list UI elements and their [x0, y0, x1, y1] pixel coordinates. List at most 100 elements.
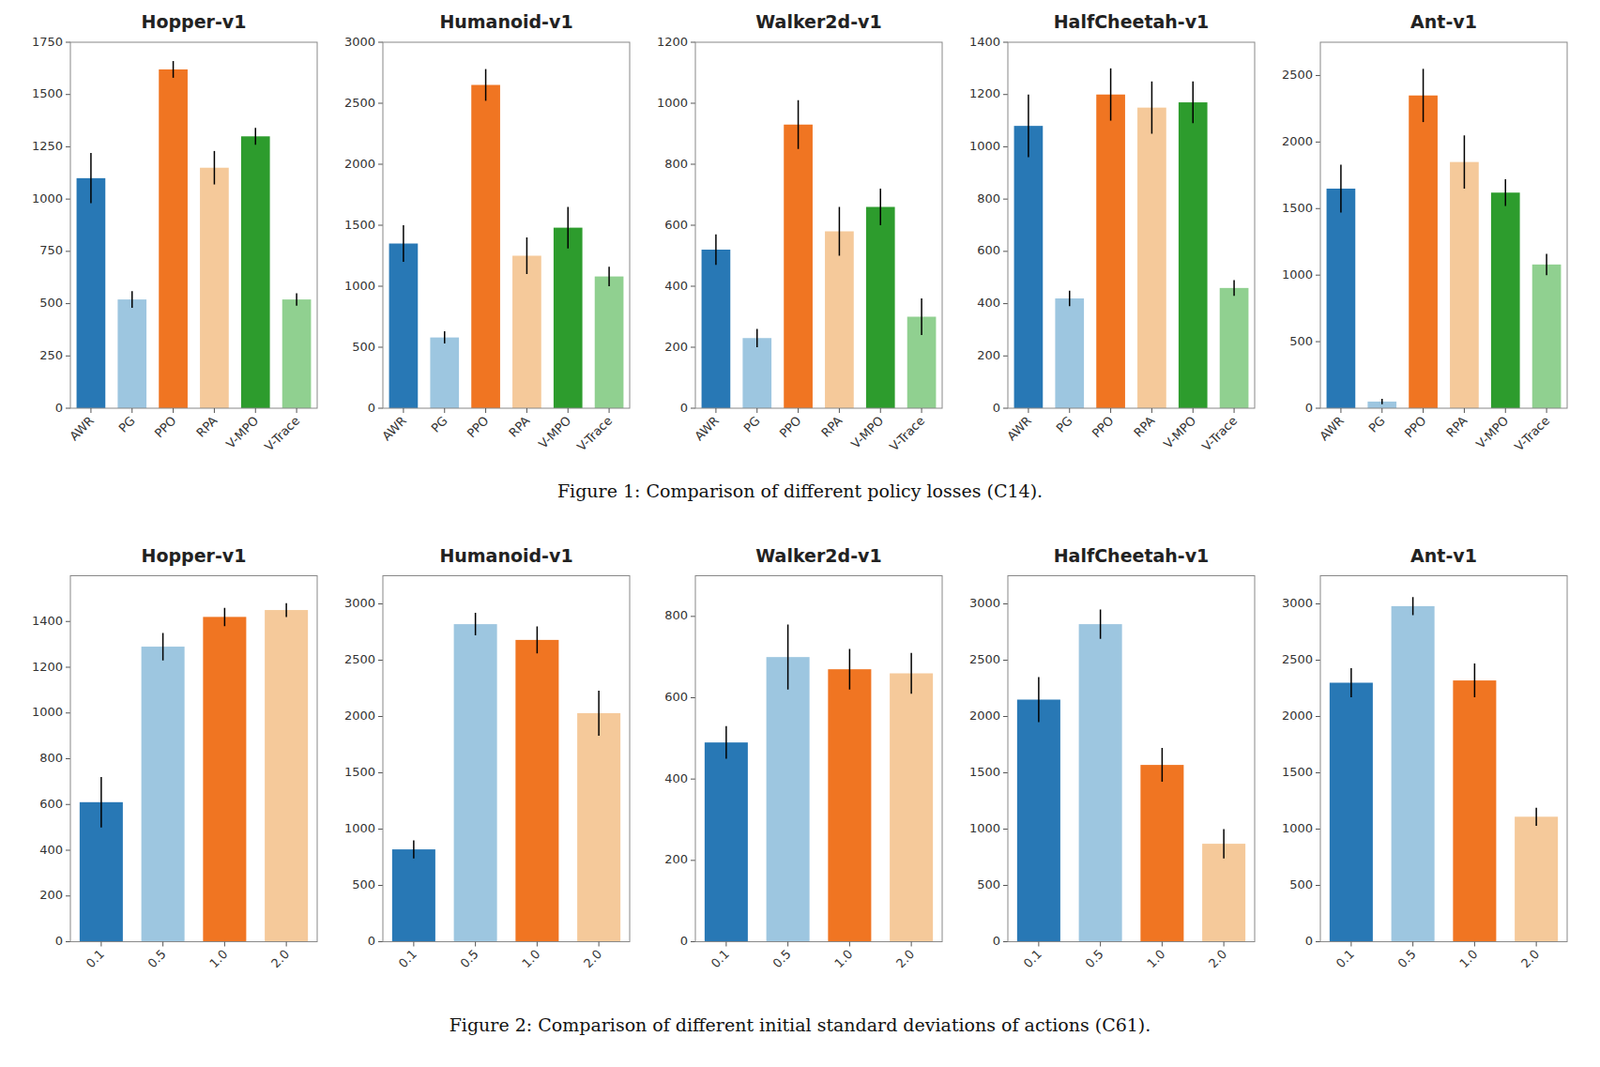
caption: Figure 1: Comparison of different policy… [557, 480, 1043, 502]
y-tick-label: 0 [55, 400, 63, 415]
y-tick [1315, 75, 1321, 77]
x-tick-label: 2.0 [268, 946, 292, 971]
error-bar [1535, 807, 1538, 826]
bar [553, 228, 583, 409]
y-tick-label: 0 [992, 933, 1001, 948]
subplot: Walker2d-v1020040060080010001200AWRPGPPO… [656, 11, 943, 455]
x-tick-label: AWR [66, 413, 97, 444]
error-bar [1027, 94, 1030, 158]
y-tick-label: 1000 [344, 278, 376, 293]
y-tick-label: 0 [1305, 933, 1313, 948]
bar [1514, 816, 1558, 942]
y-tick-label: 2000 [344, 156, 376, 171]
error-bar [526, 237, 529, 275]
x-tick-label: 0.1 [708, 946, 732, 971]
x-tick [286, 942, 288, 947]
x-tick-label: 0.1 [1333, 946, 1357, 971]
error-bar [849, 649, 852, 690]
bar [1408, 95, 1438, 409]
x-tick [609, 408, 610, 413]
bar [1452, 680, 1496, 942]
error-bar [443, 331, 446, 344]
y-tick-label: 400 [664, 771, 688, 786]
figure: Hopper-v102505007501000125015001750AWRPG… [0, 0, 1600, 1067]
x-tick-label: 2.0 [1518, 946, 1542, 971]
bar [1140, 764, 1184, 942]
y-tick [690, 164, 696, 166]
y-tick [1315, 772, 1321, 774]
plot-frame [1320, 576, 1568, 943]
y-tick-label: 2000 [1281, 708, 1313, 723]
x-tick-label: 0.1 [1020, 946, 1045, 971]
y-tick-label: 1500 [969, 764, 1001, 779]
y-tick-label: 250 [39, 348, 63, 363]
x-tick-label: PG [428, 413, 451, 436]
y-tick-label: 2500 [344, 95, 376, 110]
x-tick-label: PPO [464, 413, 492, 442]
x-tick-label: PPO [777, 413, 805, 442]
x-tick-label: 1.0 [1456, 946, 1480, 971]
y-tick-label: 1750 [31, 34, 63, 49]
y-tick [65, 712, 71, 714]
y-tick-label: 0 [992, 400, 1001, 415]
error-bar [1192, 81, 1195, 124]
x-tick [849, 942, 851, 947]
error-bar [1422, 68, 1425, 122]
x-tick-label: RPA [193, 412, 220, 440]
error-bar [1412, 596, 1415, 615]
x-tick [911, 942, 913, 947]
x-tick [402, 408, 404, 413]
error-bar [597, 690, 600, 736]
bar [454, 624, 498, 942]
x-tick-label: AWR [1316, 413, 1347, 444]
error-bar [910, 653, 913, 694]
y-tick-label: 1250 [31, 138, 63, 153]
bar [471, 85, 501, 410]
y-tick-label: 1000 [31, 191, 63, 206]
subplot-title: Walker2d-v1 [755, 11, 882, 32]
y-tick [690, 615, 696, 617]
x-tick-label: PPO [1089, 413, 1117, 442]
x-tick-label: V-Trace [261, 413, 303, 455]
subplot: Walker2d-v102004006008000.10.51.02.0 [664, 545, 943, 972]
y-tick-label: 750 [39, 243, 63, 258]
y-tick-label: 3000 [344, 34, 376, 49]
x-tick [213, 408, 215, 413]
marks [76, 60, 312, 409]
y-tick [690, 42, 696, 44]
y-tick-label: 1500 [1281, 200, 1313, 215]
x-tick [1340, 408, 1341, 413]
y-tick [1003, 716, 1008, 717]
y-tick-label: 600 [39, 796, 63, 811]
subplot-title: Hopper-v1 [141, 11, 247, 32]
bar [264, 609, 308, 942]
error-bar [213, 151, 216, 185]
y-tick [378, 164, 383, 166]
bar [1329, 683, 1373, 943]
y-tick [690, 941, 696, 943]
subplot-title: HalfCheetah-v1 [1053, 11, 1210, 32]
plot-frame [695, 42, 943, 409]
x-tick [474, 942, 476, 947]
x-tick-label: 0.5 [770, 946, 794, 971]
y-tick [1315, 341, 1321, 343]
x-tick-label: RPA [1443, 412, 1470, 440]
y-tick-label: 800 [664, 156, 688, 171]
y-tick [1003, 828, 1008, 830]
y-tick-label: 1000 [969, 138, 1001, 153]
x-tick-label: V-Trace [886, 413, 928, 455]
y-tick-label: 400 [976, 295, 1001, 310]
x-tick [162, 942, 164, 947]
x-tick [1536, 942, 1538, 947]
subplot-title: Ant-v1 [1410, 11, 1478, 32]
marks [704, 624, 933, 943]
y-tick [378, 941, 383, 943]
bar [1079, 624, 1123, 942]
x-tick-label: V-MPO [535, 413, 574, 452]
x-tick [1099, 942, 1101, 947]
y-tick-label: 600 [664, 689, 688, 704]
bar [866, 207, 896, 410]
bar [824, 231, 854, 410]
y-tick-label: 200 [976, 348, 1001, 363]
subplot: Hopper-v102505007501000125015001750AWRPG… [31, 11, 318, 455]
